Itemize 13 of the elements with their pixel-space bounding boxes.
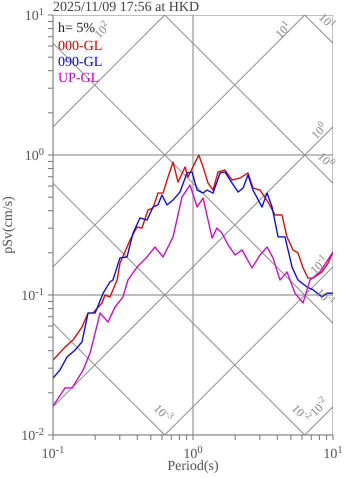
y-tick-label: 10$^{0}$: [24, 146, 44, 164]
x-axis-title: Period(s): [167, 459, 219, 474]
y-tick-label: 10$^{-1}$: [21, 286, 44, 304]
x-tick-label: 10$^{-1}$: [42, 444, 64, 462]
text: 000-GL: [58, 39, 102, 54]
annotation: h= 5%: [58, 21, 96, 36]
chart-title: 2025/11/09 17:56 at HKD: [53, 0, 200, 15]
y-tick-label: 10$^{1}$: [24, 6, 44, 24]
y-axis-title: pSv(cm/s): [1, 196, 16, 254]
text: 090-GL: [58, 55, 102, 70]
x-tick-label: 10$^{1}$: [323, 444, 343, 462]
text: UP-GL: [58, 71, 100, 86]
y-tick-label: 10$^{-2}$: [21, 426, 44, 444]
